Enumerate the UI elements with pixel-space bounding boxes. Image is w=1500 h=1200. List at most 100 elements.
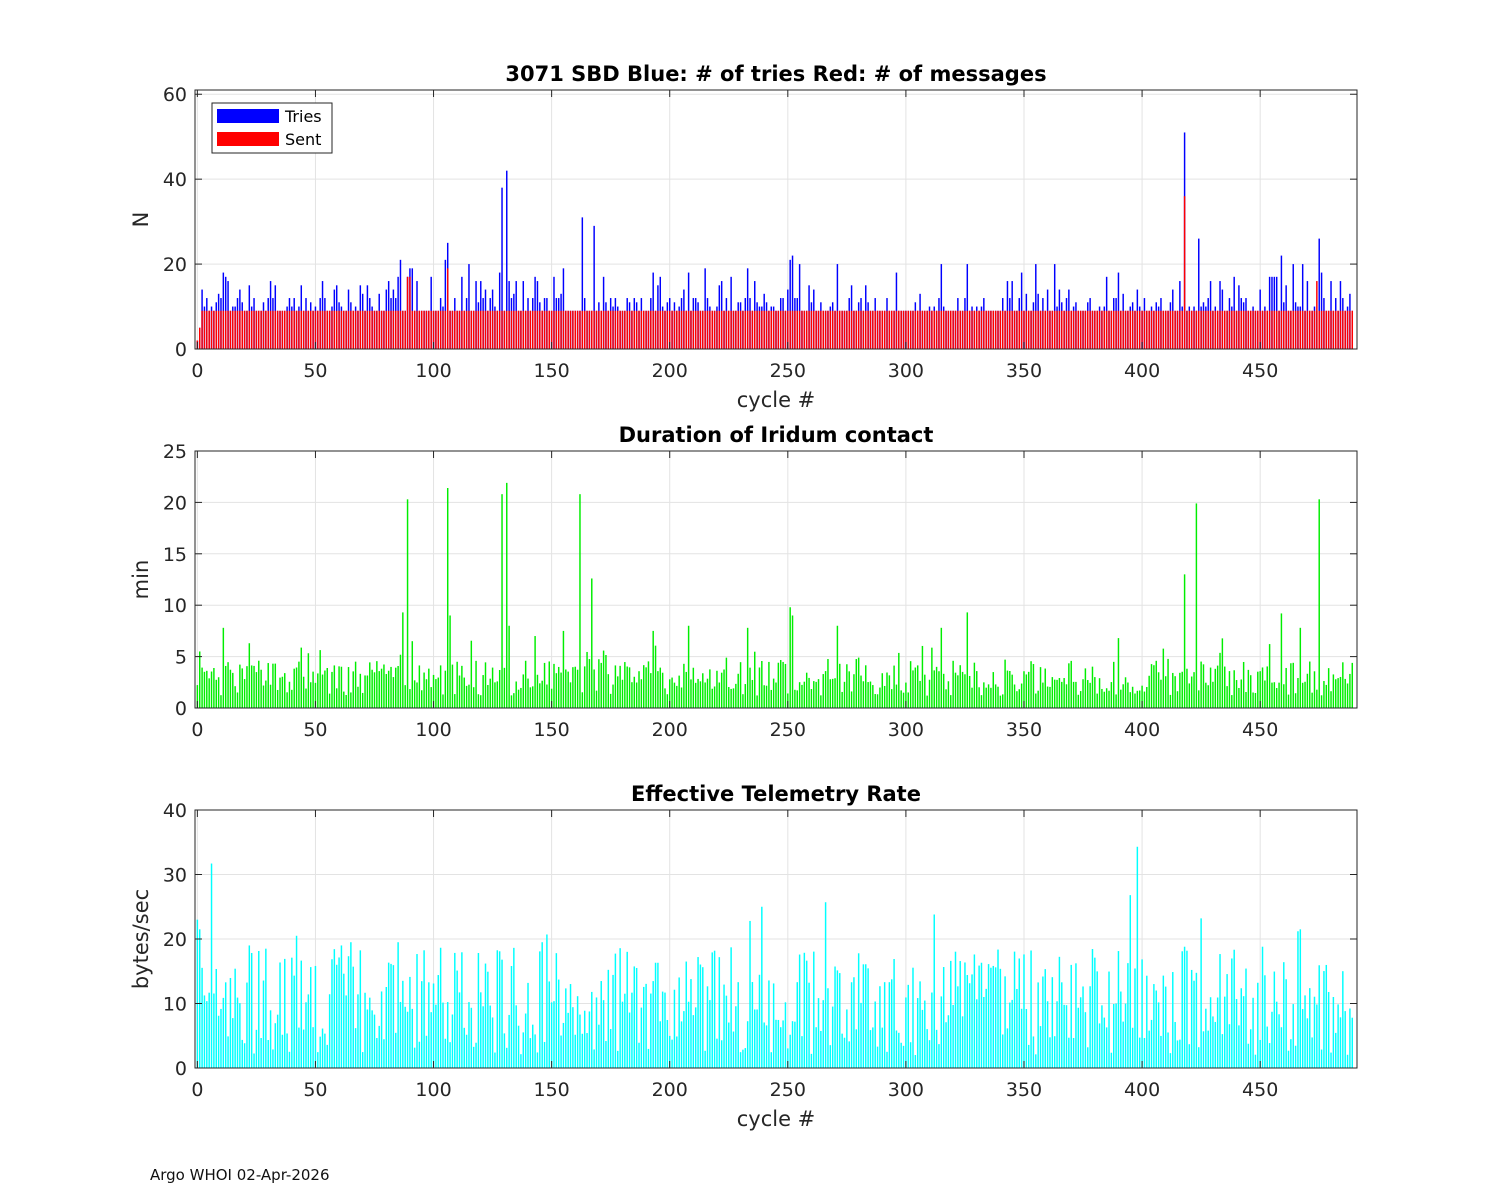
bar-sent — [435, 310, 437, 349]
bar-sent — [692, 310, 695, 349]
bar-rate — [340, 945, 343, 1068]
bar-duration — [461, 665, 463, 708]
bar-duration — [203, 671, 206, 708]
bar-sent — [366, 310, 369, 349]
bar-rate — [1127, 963, 1129, 1068]
bar-rate — [909, 1042, 912, 1068]
x-tick-label: 250 — [770, 360, 806, 382]
bar-rate — [1313, 996, 1316, 1068]
bar-duration — [862, 681, 865, 708]
bar-duration — [1103, 691, 1106, 708]
bar-tries — [652, 272, 654, 349]
bar-sent — [560, 310, 562, 349]
bar-duration — [843, 681, 846, 708]
bar-duration — [631, 682, 633, 708]
bar-rate — [928, 1040, 931, 1068]
bar-sent — [1169, 310, 1172, 349]
bar-sent — [879, 310, 881, 349]
bar-duration — [605, 655, 607, 708]
bar-duration — [1138, 690, 1141, 708]
bar-rate — [737, 982, 739, 1068]
bar-rate — [1306, 1018, 1309, 1068]
bar-sent — [522, 310, 525, 349]
bar-sent — [1061, 310, 1063, 349]
bar-duration — [709, 669, 711, 708]
bar-duration — [437, 677, 439, 708]
y-tick-label: 5 — [175, 647, 187, 669]
bar-sent — [801, 310, 803, 349]
bar-rate — [236, 997, 239, 1068]
bar-sent — [350, 310, 352, 349]
bar-rate — [1252, 997, 1254, 1068]
bar-sent — [723, 310, 725, 349]
bar-duration — [905, 682, 907, 708]
bar-sent — [215, 310, 217, 349]
bar-duration — [234, 686, 236, 708]
bar-duration — [1051, 677, 1054, 708]
bar-sent — [1271, 310, 1273, 349]
bar-sent — [827, 310, 829, 349]
bar-rate — [808, 982, 810, 1068]
bar-duration — [1053, 679, 1056, 708]
bar-rate — [1299, 929, 1302, 1068]
bar-duration — [789, 607, 791, 708]
bar-duration — [770, 689, 773, 708]
bar-sent — [385, 310, 388, 349]
bar-rate — [1209, 997, 1212, 1068]
bar-rate — [872, 1027, 874, 1068]
bar-sent — [220, 310, 222, 349]
bar-duration — [624, 662, 626, 708]
bar-rate — [938, 1044, 940, 1068]
bar-duration — [746, 627, 749, 708]
bar-duration — [1205, 682, 1207, 708]
bar-duration — [480, 695, 482, 708]
bar-duration — [576, 669, 579, 708]
bar-rate — [638, 1042, 640, 1068]
bar-rate — [997, 949, 999, 1068]
x-tick-label: 100 — [415, 719, 451, 741]
bar-duration — [1271, 682, 1273, 708]
bar-sent — [718, 310, 721, 349]
bar-duration — [312, 671, 314, 708]
bar-sent — [765, 310, 768, 349]
bar-duration — [390, 666, 392, 708]
bar-duration — [635, 682, 638, 708]
bar-duration — [451, 664, 454, 708]
bar-rate — [574, 1034, 576, 1068]
bar-duration — [305, 688, 307, 708]
bar-rate — [588, 1011, 591, 1068]
bar-rate — [1115, 1003, 1117, 1068]
bar-rate — [728, 1022, 730, 1068]
bar-rate — [1294, 1045, 1297, 1068]
bar-sent — [1120, 310, 1122, 349]
bar-rate — [239, 1003, 241, 1068]
bar-rate — [527, 982, 529, 1068]
bar-sent — [1351, 310, 1354, 349]
bar-sent — [402, 310, 404, 349]
bar-duration — [1346, 683, 1349, 708]
bar-rate — [269, 1010, 272, 1068]
bar-duration — [281, 676, 284, 708]
bar-rate — [791, 1021, 794, 1068]
bar-sent — [902, 310, 905, 349]
bar-rate — [831, 1006, 834, 1068]
bar-duration — [196, 685, 199, 708]
bar-sent — [1049, 310, 1051, 349]
bar-rate — [973, 954, 976, 1068]
bar-rate — [508, 1014, 510, 1068]
bar-duration — [954, 672, 957, 708]
bar-sent — [1335, 310, 1337, 349]
bar-sent — [593, 310, 595, 349]
bar-rate — [942, 967, 945, 1068]
bar-rate — [725, 995, 728, 1068]
bar-rate — [312, 1027, 314, 1068]
bar-sent — [990, 310, 992, 349]
bar-rate — [647, 1048, 650, 1068]
bar-sent — [1221, 310, 1224, 349]
bar-rate — [983, 996, 985, 1068]
bar-duration — [947, 681, 950, 708]
bar-duration — [1214, 668, 1217, 708]
bar-rate — [335, 964, 338, 1068]
bar-duration — [392, 677, 395, 708]
bar-tries — [1035, 264, 1037, 349]
